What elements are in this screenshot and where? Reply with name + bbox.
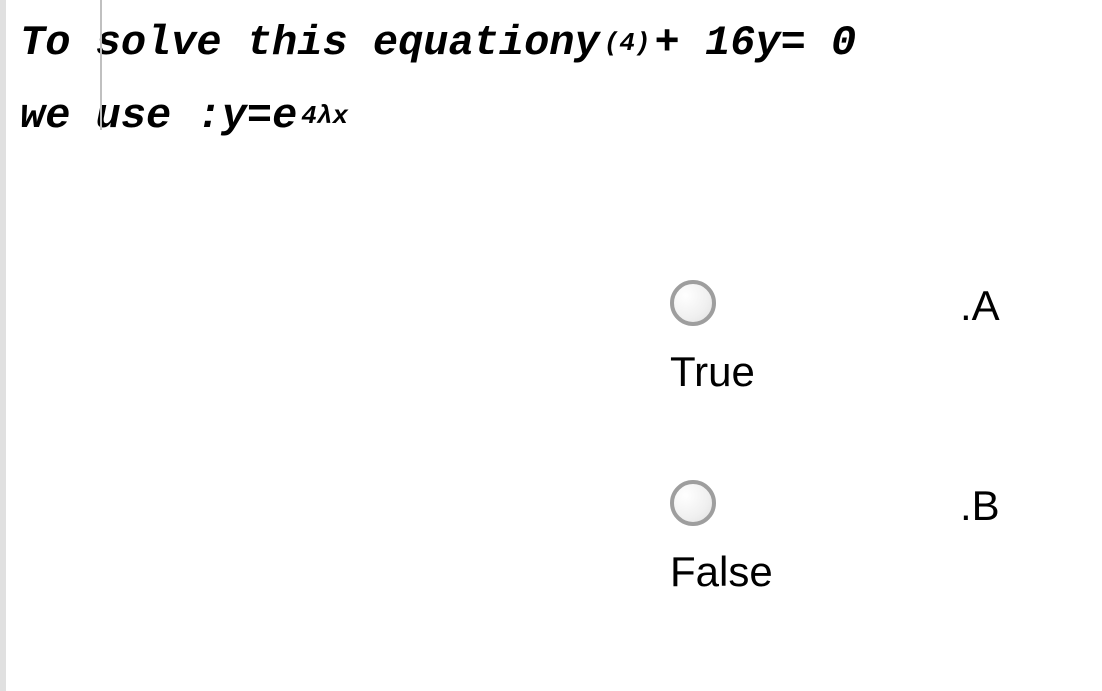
option-a-radio[interactable] — [670, 280, 716, 326]
line1-suffix: = 0 — [781, 12, 857, 75]
option-a-row: .A True — [670, 280, 1070, 480]
line1-var-y: y — [575, 12, 600, 75]
line2-lhs: y — [222, 85, 247, 148]
line2-eq: = — [247, 85, 272, 148]
question-content: To solve this equation y (4) + 16 y = 0 … — [0, 0, 1102, 148]
line1-var-y2: y — [755, 12, 780, 75]
option-b-radio[interactable] — [670, 480, 716, 526]
question-line-1: To solve this equation y (4) + 16 y = 0 — [20, 12, 1072, 75]
line1-superscript: (4) — [604, 24, 651, 63]
line2-exponent: 4λx — [301, 97, 348, 136]
line2-base: e — [272, 85, 297, 148]
line2-prefix: we use : — [20, 85, 222, 148]
question-text: To solve this equation y (4) + 16 y = 0 … — [20, 12, 1072, 148]
option-a-label: .A — [960, 282, 1000, 330]
vertical-divider — [100, 0, 102, 130]
line1-mid: + 16 — [655, 12, 756, 75]
question-line-2: we use : y = e 4λx — [20, 85, 1072, 148]
option-a-text: True — [670, 348, 755, 396]
options-container: .A True .B False — [670, 280, 1070, 680]
left-border — [0, 0, 6, 691]
option-b-row: .B False — [670, 480, 1070, 680]
option-b-label: .B — [960, 482, 1000, 530]
line1-prefix: To solve this equation — [20, 12, 575, 75]
option-b-text: False — [670, 548, 773, 596]
